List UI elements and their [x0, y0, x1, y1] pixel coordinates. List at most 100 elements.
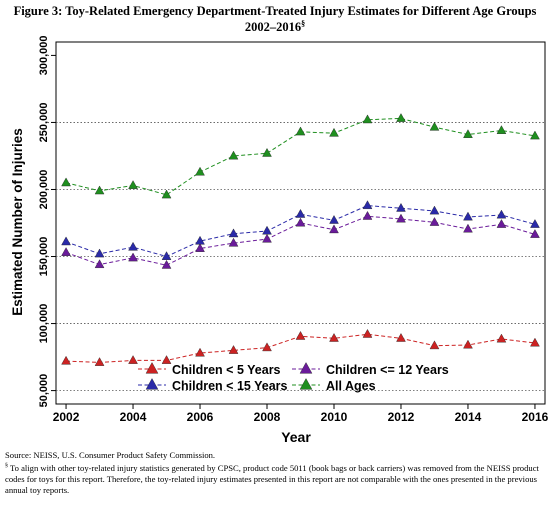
- data-point: [61, 355, 71, 365]
- y-tick-label: 200,000: [38, 170, 50, 210]
- y-tick-label: 300,000: [38, 36, 50, 76]
- footnote: § To align with other toy-related injury…: [5, 461, 545, 496]
- x-tick-label: 2004: [120, 410, 147, 424]
- x-tick-label: 2012: [388, 410, 415, 424]
- data-point: [362, 329, 373, 338]
- source-note: Source: NEISS, U.S. Consumer Product Saf…: [5, 450, 216, 460]
- legend-label: All Ages: [326, 379, 376, 393]
- data-point: [262, 225, 272, 235]
- data-point: [362, 200, 373, 210]
- data-point: [128, 355, 138, 364]
- data-point: [429, 217, 440, 226]
- data-point: [295, 126, 306, 136]
- data-point: [195, 347, 205, 357]
- data-point: [329, 224, 339, 234]
- data-point: [195, 166, 205, 176]
- legend-item: Children <= 12 Years: [292, 362, 449, 377]
- x-tick-label: 2016: [522, 410, 549, 424]
- plot-box: [55, 41, 546, 405]
- series: [61, 113, 540, 199]
- data-point: [228, 228, 239, 238]
- series-line: [65, 215, 536, 266]
- data-point: [530, 337, 540, 347]
- data-point: [496, 209, 507, 219]
- data-point: [396, 202, 406, 212]
- data-point: [195, 243, 205, 252]
- x-tick-label: 2008: [254, 410, 281, 424]
- data-point: [94, 248, 105, 258]
- data-point: [61, 247, 71, 256]
- chart: 2002 2004 2006 2008 2010 2012 2014 2016 50,000 1…: [10, 36, 549, 445]
- legend-label: Children <= 12 Years: [326, 363, 449, 377]
- data-point: [463, 339, 473, 349]
- data-point: [396, 213, 406, 223]
- chart-title: Figure 3: Toy-Related Emergency Departme…: [13, 4, 537, 18]
- legend-marker: [299, 378, 313, 390]
- data-point: [228, 150, 239, 160]
- data-point: [128, 180, 138, 189]
- legend-marker: [145, 362, 159, 374]
- data-point: [496, 125, 507, 134]
- data-point: [463, 223, 473, 233]
- legend-item: Children < 5 Years: [138, 362, 281, 377]
- data-point: [496, 219, 507, 228]
- legend-item: All Ages: [292, 378, 376, 393]
- data-point: [161, 251, 172, 260]
- data-point: [161, 355, 172, 364]
- data-point: [530, 219, 540, 228]
- title-footnote-mark: §: [301, 19, 306, 28]
- data-point: [329, 215, 339, 224]
- data-point: [396, 333, 406, 342]
- data-point: [195, 235, 205, 245]
- x-tick-label: 2014: [455, 410, 482, 424]
- data-point: [94, 259, 105, 269]
- legend-marker: [299, 362, 313, 374]
- data-point: [161, 259, 172, 269]
- data-point: [128, 241, 138, 251]
- data-point: [61, 236, 71, 246]
- data-point: [295, 209, 306, 218]
- data-point: [530, 130, 540, 140]
- chart-years: 2002–2016: [244, 20, 302, 35]
- x-tick-label: 2010: [321, 410, 348, 424]
- gridlines: [56, 122, 545, 391]
- y-axis: 50,000 100,000 150,000 200,000 250,000 300,00…: [38, 36, 56, 407]
- data-point: [262, 148, 272, 157]
- y-tick-label: 250,000: [38, 103, 50, 143]
- legend-item: Children < 15 Years: [138, 378, 288, 393]
- data-point: [128, 252, 138, 262]
- y-tick-label: 150,000: [38, 237, 50, 277]
- x-tick-label: 2002: [53, 410, 80, 424]
- series-line: [65, 205, 536, 258]
- y-tick-label: 100,000: [38, 304, 50, 344]
- data-point: [228, 345, 239, 354]
- data-point: [396, 113, 406, 122]
- x-axis-label: Year: [281, 429, 311, 445]
- data-point: [429, 121, 440, 131]
- data-point: [463, 211, 473, 221]
- data-point: [429, 205, 440, 215]
- x-axis: 2002 2004 2006 2008 2010 2012 2014 2016: [53, 404, 549, 424]
- legend-label: Children < 5 Years: [172, 363, 281, 377]
- data-point: [228, 237, 239, 247]
- series: [61, 200, 540, 260]
- series-lines: [61, 113, 540, 366]
- legend-marker: [145, 378, 159, 390]
- data-point: [262, 233, 272, 243]
- data-point: [161, 189, 172, 199]
- series: [61, 211, 540, 269]
- footnote-mark: §: [5, 463, 8, 469]
- data-point: [429, 340, 440, 350]
- data-point: [262, 342, 272, 352]
- data-point: [329, 333, 339, 342]
- chart-subtitle: 2002–2016§: [0, 19, 550, 35]
- data-point: [295, 331, 306, 340]
- data-point: [61, 177, 71, 187]
- data-point: [329, 127, 339, 137]
- series: [61, 329, 540, 366]
- data-point: [362, 211, 373, 220]
- data-point: [463, 129, 473, 138]
- y-axis-label: Estimated Number of Injuries: [10, 128, 25, 316]
- x-tick-label: 2006: [187, 410, 214, 424]
- footnote-text: To align with other toy-related injury s…: [5, 462, 539, 495]
